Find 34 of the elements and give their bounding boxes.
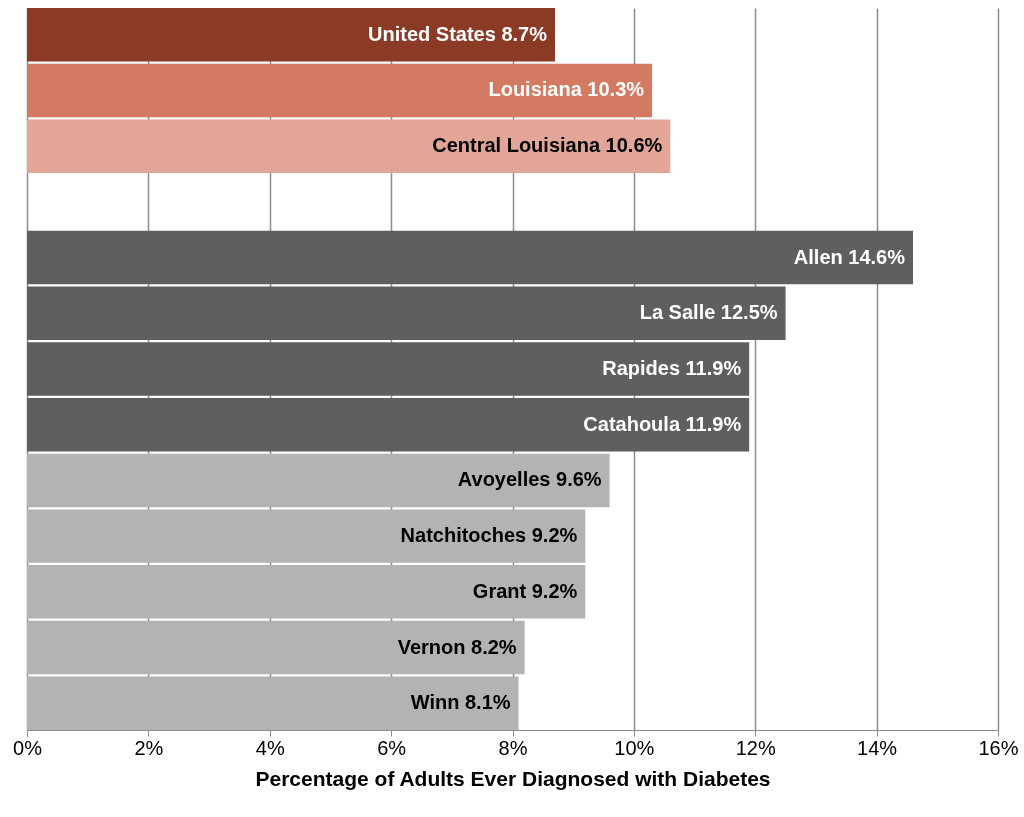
x-tick-label: 16% <box>978 736 1019 759</box>
data-label: Grant 9.2% <box>472 579 578 602</box>
data-label: Rapides 11.9% <box>602 357 742 379</box>
bar <box>27 509 586 563</box>
data-label: Allen 14.6% <box>793 245 906 268</box>
bar <box>27 119 671 173</box>
x-tick-label: 4% <box>255 736 285 759</box>
x-tick-label: 2% <box>134 736 164 759</box>
data-label: Natchitoches 9.2% <box>400 524 578 547</box>
bar <box>27 397 750 452</box>
bar <box>27 342 750 396</box>
x-tick-label: 8% <box>498 736 528 759</box>
x-axis-title: Percentage of Adults Ever Diagnosed with Diabetes <box>255 766 771 790</box>
bar <box>27 286 786 341</box>
data-label: Winn 8.1% <box>410 691 511 714</box>
bar <box>27 676 519 730</box>
x-tick-label: 6% <box>377 736 407 759</box>
data-label: La Salle 12.5% <box>639 301 778 324</box>
x-tick-label: 12% <box>735 736 776 759</box>
bar <box>27 453 610 508</box>
data-label: Avoyelles 9.6% <box>457 468 602 491</box>
data-label: Louisiana 10.3% <box>488 78 645 101</box>
data-label: Vernon 8.2% <box>397 635 517 658</box>
bar <box>27 63 653 118</box>
data-label: Central Louisiana 10.6% <box>432 134 663 157</box>
x-tick-label: 14% <box>857 736 898 759</box>
x-tick-label: 10% <box>614 736 655 759</box>
bar <box>27 565 586 619</box>
bar <box>27 8 555 62</box>
bar <box>27 620 525 675</box>
x-tick-label: 0% <box>13 736 43 759</box>
bar <box>27 230 914 285</box>
data-label: Catahoula 11.9% <box>583 412 742 435</box>
data-label: United States 8.7% <box>368 22 548 45</box>
